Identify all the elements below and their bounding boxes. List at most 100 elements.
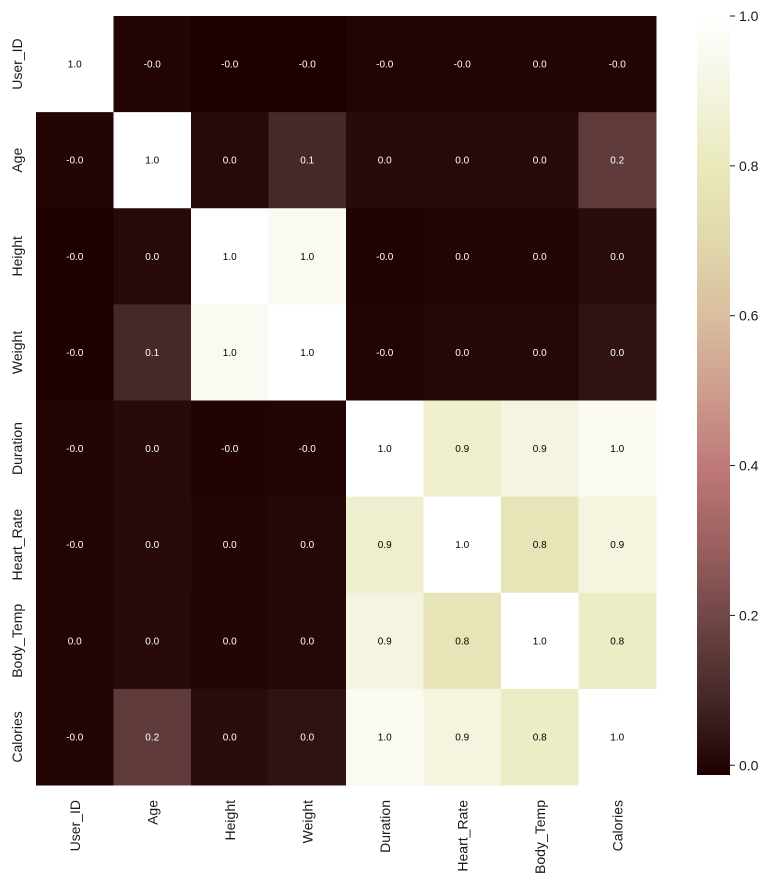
y-tick-label: Body_Temp — [9, 604, 25, 678]
x-tick-label: Age — [144, 800, 160, 825]
colorbar-tick-label: 0.4 — [739, 458, 759, 474]
heatmap-cell — [501, 400, 579, 498]
heatmap-cell — [191, 208, 269, 305]
y-tick-label: Duration — [9, 422, 25, 475]
heatmap-cell — [268, 16, 347, 113]
cell-value-label: 0.9 — [455, 444, 469, 455]
heatmap-cell — [578, 16, 657, 113]
heatmap-cell — [578, 400, 657, 498]
heatmap-cell — [268, 112, 347, 209]
cell-value-label: 1.0 — [223, 252, 237, 263]
heatmap-cell — [423, 400, 502, 498]
heatmap-cell — [191, 112, 269, 209]
cell-value-label: 1.0 — [300, 348, 314, 359]
heatmap-cell — [113, 400, 192, 498]
heatmap-cell — [578, 304, 657, 401]
heatmap-cell — [346, 592, 424, 690]
cell-value-label: 0.0 — [455, 156, 469, 167]
x-tick-label: Weight — [299, 800, 315, 843]
heatmap-cell — [191, 592, 269, 690]
cell-value-label: 1.0 — [610, 732, 624, 743]
x-tick-label: Height — [222, 800, 238, 841]
heatmap-cell — [36, 400, 114, 498]
heatmap-cell — [191, 304, 269, 401]
heatmap-cell — [268, 688, 347, 786]
x-tick-label: Heart_Rate — [454, 800, 470, 872]
cell-value-label: -0.0 — [66, 156, 84, 167]
cell-value-label: 1.0 — [300, 252, 314, 263]
heatmap-cell — [501, 496, 579, 594]
heatmap-cell — [346, 496, 424, 594]
cell-value-label: 1.0 — [68, 60, 82, 71]
colorbar-gradient — [697, 16, 730, 775]
cell-value-label: 0.0 — [455, 252, 469, 263]
heatmap-cell — [191, 400, 269, 498]
cell-value-label: -0.0 — [221, 60, 239, 71]
cell-value-label: 0.0 — [533, 348, 547, 359]
heatmap-cell — [501, 304, 579, 401]
heatmap-cell — [578, 112, 657, 209]
cell-value-label: -0.0 — [376, 60, 394, 71]
heatmap-cell — [423, 496, 502, 594]
cell-value-label: 0.2 — [610, 156, 624, 167]
heatmap-cell — [501, 592, 579, 690]
y-tick-label: User_ID — [9, 38, 25, 89]
heatmap-cell — [501, 208, 579, 305]
y-tick-label: Age — [9, 148, 25, 173]
x-tick-label: User_ID — [67, 800, 83, 851]
cell-value-label: -0.0 — [376, 348, 394, 359]
x-tick-label: Body_Temp — [532, 800, 548, 874]
heatmap-cell — [578, 688, 657, 786]
cell-value-label: 0.0 — [300, 732, 314, 743]
cell-value-label: 0.0 — [610, 348, 624, 359]
cell-value-label: 0.8 — [533, 732, 547, 743]
cell-value-label: -0.0 — [609, 60, 627, 71]
heatmap-cell — [113, 688, 192, 786]
cell-value-label: 0.0 — [533, 156, 547, 167]
heatmap-cell — [36, 688, 114, 786]
cell-value-label: -0.0 — [454, 60, 472, 71]
cell-value-label: 0.9 — [610, 540, 624, 551]
cell-value-label: 0.0 — [223, 732, 237, 743]
heatmap-cell — [501, 688, 579, 786]
colorbar-tick-label: 0.2 — [739, 607, 759, 623]
cell-value-label: 0.0 — [145, 252, 159, 263]
cell-value-label: 0.9 — [455, 732, 469, 743]
x-tick-label: Calories — [609, 800, 625, 851]
heatmap-cell — [346, 400, 424, 498]
heatmap-cell — [191, 16, 269, 113]
heatmap-cell — [346, 208, 424, 305]
cell-value-label: 1.0 — [378, 732, 392, 743]
cell-value-label: 0.0 — [223, 156, 237, 167]
cell-value-label: 1.0 — [378, 444, 392, 455]
heatmap-cell — [423, 208, 502, 305]
x-tick-labels: User_ID Age Height Weight Duration Heart_Rate… — [67, 800, 626, 874]
y-tick-labels: User_ID Age Height Weight Duration Heart_Rate… — [9, 38, 25, 762]
x-tick-label: Duration — [377, 800, 393, 853]
heatmap-cell — [423, 16, 502, 113]
heatmap-cell — [113, 112, 192, 209]
heatmap-cell — [423, 304, 502, 401]
cell-value-label: 0.0 — [68, 636, 82, 647]
cell-value-label: 1.0 — [533, 636, 547, 647]
heatmap-cell — [113, 304, 192, 401]
cell-value-label: 0.0 — [610, 252, 624, 263]
heatmap-cell — [501, 112, 579, 209]
cell-value-label: 0.9 — [533, 444, 547, 455]
cell-value-label: 0.1 — [145, 348, 159, 359]
colorbar-tick-label: 0.0 — [739, 757, 759, 773]
heatmap-cell — [346, 112, 424, 209]
heatmap-cell — [501, 16, 579, 113]
y-tick-label: Heart_Rate — [9, 509, 25, 581]
cell-value-label: 0.0 — [223, 636, 237, 647]
heatmap-cell — [268, 208, 347, 305]
cell-value-label: 0.8 — [455, 636, 469, 647]
cell-value-label: -0.0 — [299, 60, 317, 71]
heatmap-cell — [423, 112, 502, 209]
cell-value-label: 1.0 — [223, 348, 237, 359]
heatmap-cell — [578, 592, 657, 690]
cell-value-label: 0.0 — [455, 348, 469, 359]
heatmap-cell — [268, 592, 347, 690]
colorbar-tick-label: 0.8 — [739, 158, 759, 174]
